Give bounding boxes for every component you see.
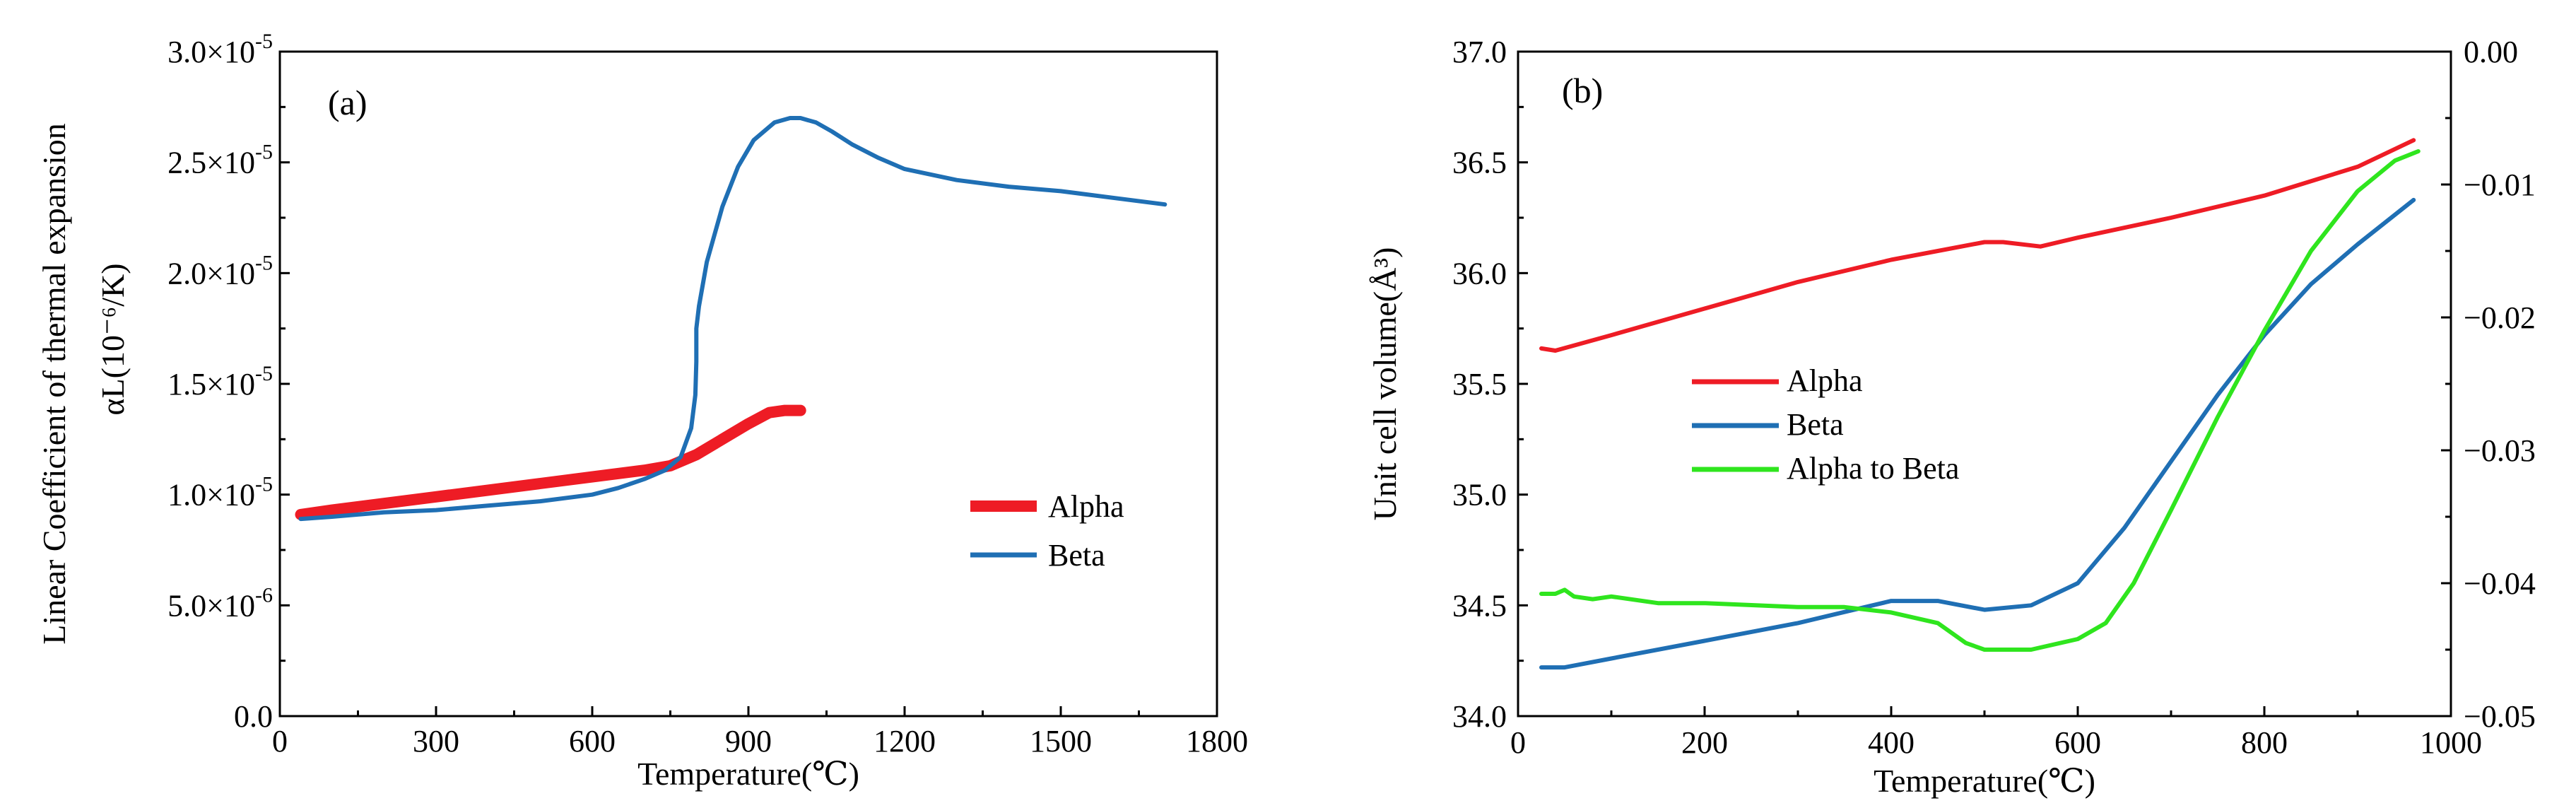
panel-b-y2-tick-label: −0.01 — [2464, 168, 2536, 202]
panel-a-x-tick-label: 0 — [272, 724, 288, 759]
panel-b-y2-tick-label: −0.03 — [2464, 433, 2536, 468]
panel-b-y2-tick-label: −0.02 — [2464, 300, 2536, 335]
panel-b-frame — [1517, 50, 2452, 718]
panel-b-y-ticks: 34.0 34.5 35.0 35.5 36.0 36.5 37.0 — [1452, 35, 1528, 734]
panel-a-y-tick-label: 1.5×10-5 — [167, 362, 273, 402]
panel-b-x-tick-label: 200 — [1681, 725, 1728, 760]
panel-b-x-tick-label: 800 — [2241, 725, 2288, 760]
panel-b-x-tick-label: 600 — [2054, 725, 2101, 760]
panel-a-x-ticks: 0 300 600 900 1200 1500 1800 — [272, 706, 1248, 759]
panel-b-x-tick-label: 0 — [1510, 725, 1526, 760]
panel-b-x-tick-label: 1000 — [2420, 725, 2482, 760]
panel-b-legend-label-beta: Beta — [1787, 407, 1844, 442]
panel-b-y-tick-label: 35.0 — [1452, 478, 1507, 513]
panel-a-y-tick-label: 1.0×10-5 — [167, 473, 273, 513]
panel-a-x-tick-label: 300 — [413, 724, 459, 759]
panel-b-x-tick-label: 400 — [1868, 725, 1915, 760]
panel-a-y-ticks: 0.0 5.0×10-6 1.0×10-5 1.5×10-5 2.0×10-5 2.5×1… — [167, 30, 290, 734]
panel-b-x-ticks: 0 200 400 600 800 1000 — [1510, 706, 2482, 760]
panel-a-series-layer — [295, 116, 1168, 522]
panel-a-series-beta — [298, 116, 1168, 522]
panel-a-y-tick-label: 5.0×10-6 — [167, 583, 273, 623]
panel-a-x-axis-title: Temperature(℃) — [637, 756, 859, 792]
panel-b-y-tick-label: 36.0 — [1452, 256, 1507, 291]
panel-b-series-beta — [1539, 197, 2416, 670]
panel-b-y-tick-label: 34.5 — [1452, 588, 1507, 623]
panel-a-x-tick-label: 900 — [725, 724, 772, 759]
panel-b-y-axis-title: Unit cell volume(Å³) — [1367, 247, 1403, 521]
panel-a-label: (a) — [328, 83, 367, 122]
panel-a-y-tick-label: 2.5×10-5 — [167, 141, 273, 180]
panel-b-series-alpha — [1539, 138, 2416, 353]
panel-a-legend-label-alpha: Alpha — [1048, 489, 1124, 524]
panel-a-x-tick-label: 1800 — [1186, 724, 1248, 759]
panel-a-x-tick-label: 1200 — [874, 724, 936, 759]
panel-a-y-axis-subtitle: αL(10⁻⁶/K) — [95, 263, 131, 415]
panel-b-legend-label-alpha-to-beta: Alpha to Beta — [1787, 451, 1959, 486]
panel-b-chart: 0 200 400 600 800 1000 34.0 34.5 35.0 35.5 36.0 36… — [1367, 35, 2536, 799]
panel-a-y-tick-label: 3.0×10-5 — [167, 30, 273, 69]
panel-b-y2-tick-label: −0.05 — [2464, 699, 2536, 734]
panel-b-y-tick-label: 36.5 — [1452, 146, 1507, 180]
panel-a-y-tick-label: 2.0×10-5 — [167, 251, 273, 291]
panel-a-legend-label-beta: Beta — [1048, 538, 1105, 573]
panel-b-y-tick-label: 34.0 — [1452, 699, 1507, 734]
panel-a-x-tick-label: 600 — [569, 724, 616, 759]
panel-a-legend: Alpha Beta — [970, 489, 1124, 573]
panel-a-chart: 0 300 600 900 1200 1500 1800 0.0 5.0×10-6 1.0×10… — [36, 30, 1248, 792]
panel-a-series-alpha — [295, 404, 806, 520]
panel-b-y-tick-label: 37.0 — [1452, 35, 1507, 69]
panel-b-y2-tick-label: −0.04 — [2464, 566, 2536, 601]
panel-b-legend: Alpha Beta Alpha to Beta — [1692, 363, 1959, 486]
panel-b-series-alpha-to-beta — [1539, 149, 2421, 652]
panel-b-x-axis-title: Temperature(℃) — [1874, 763, 2095, 799]
panel-b-y-tick-label: 35.5 — [1452, 367, 1507, 402]
panel-a-y-axis-title: Linear Coefficient of thermal expansion — [36, 123, 72, 644]
panel-b-series-layer — [1539, 138, 2421, 670]
panel-a-x-tick-label: 1500 — [1030, 724, 1092, 759]
panel-b-y2-tick-label: 0.00 — [2464, 35, 2518, 69]
panel-b-legend-label-alpha: Alpha — [1787, 363, 1863, 398]
panel-b-label: (b) — [1562, 71, 1603, 110]
panel-b-y2-ticks: −0.05 −0.04 −0.03 −0.02 −0.01 0.00 — [2441, 35, 2536, 734]
panel-a-y-tick-label: 0.0 — [234, 699, 273, 734]
